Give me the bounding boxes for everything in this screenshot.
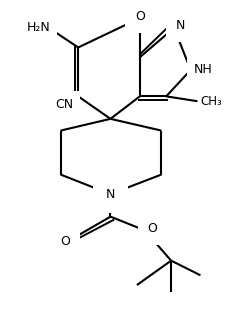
Text: O: O — [147, 222, 157, 235]
Text: O: O — [60, 235, 70, 247]
Text: O: O — [134, 10, 144, 23]
Text: CN: CN — [55, 98, 73, 111]
Text: H₂N: H₂N — [27, 22, 51, 34]
Text: N: N — [105, 188, 115, 201]
Text: N: N — [175, 19, 184, 32]
Text: NH: NH — [193, 63, 211, 76]
Text: CH₃: CH₃ — [200, 95, 221, 108]
